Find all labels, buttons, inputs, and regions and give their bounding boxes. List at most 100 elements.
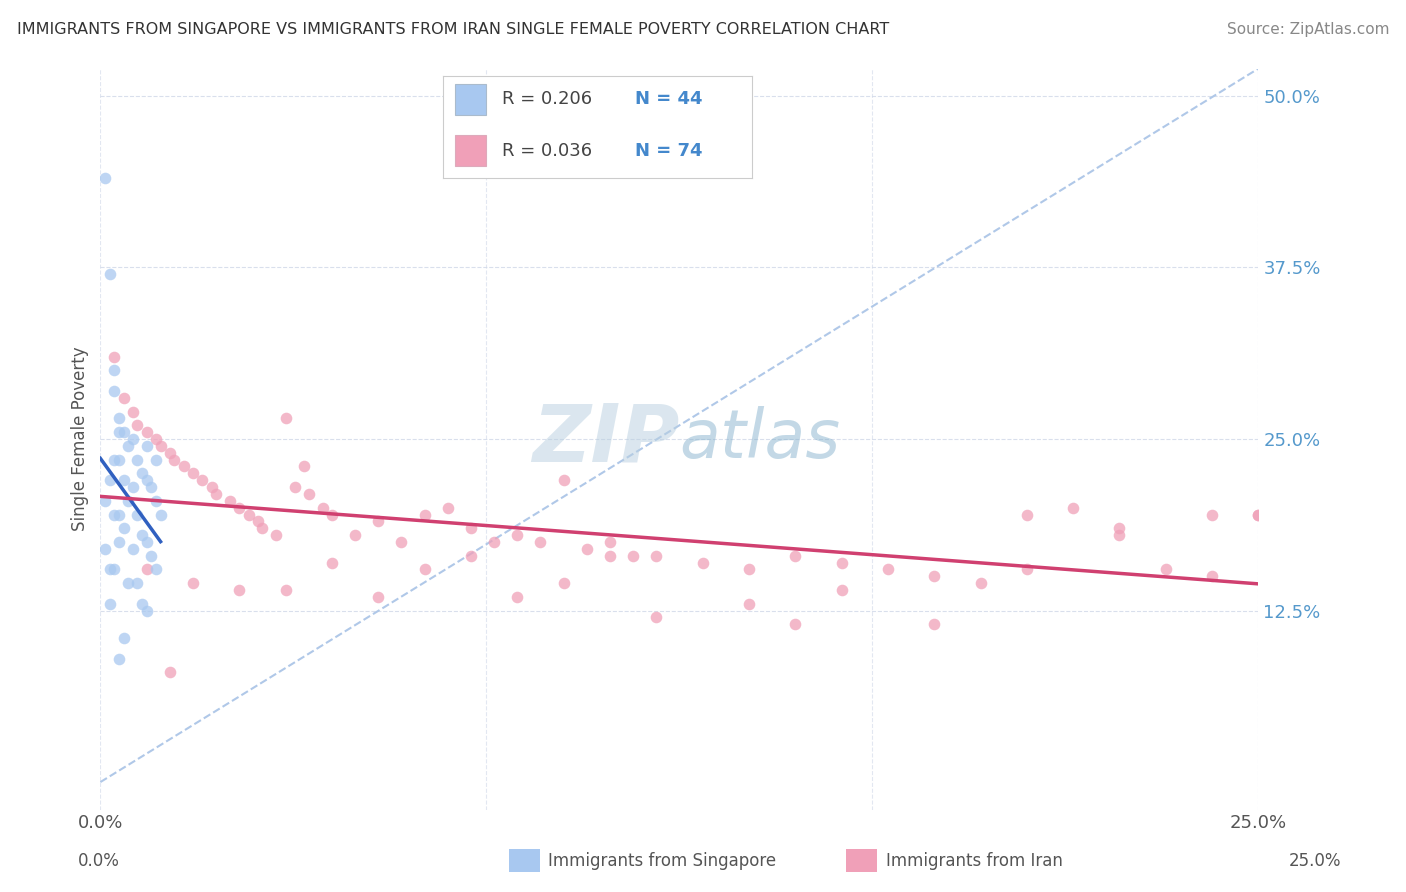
Point xyxy=(181,467,204,481)
Point xyxy=(553,473,575,487)
Point xyxy=(575,541,598,556)
Point xyxy=(284,480,307,494)
Point xyxy=(149,508,172,522)
Point xyxy=(108,411,131,425)
Point xyxy=(121,404,143,418)
Point xyxy=(321,508,343,522)
Point xyxy=(460,521,482,535)
Point xyxy=(506,590,529,604)
Point xyxy=(159,665,181,680)
Point xyxy=(103,508,125,522)
Text: 0.0%: 0.0% xyxy=(77,852,120,870)
Point xyxy=(103,384,125,398)
Point xyxy=(112,425,135,439)
Point xyxy=(200,480,222,494)
Point xyxy=(108,651,131,665)
Point xyxy=(131,467,153,481)
Point xyxy=(831,582,853,597)
Point xyxy=(599,549,621,563)
Point xyxy=(108,425,131,439)
Point xyxy=(506,528,529,542)
Point xyxy=(131,528,153,542)
Point xyxy=(1247,508,1270,522)
Point xyxy=(367,514,389,528)
Point xyxy=(159,446,181,460)
Point xyxy=(292,459,315,474)
Point xyxy=(112,473,135,487)
Text: Immigrants from Iran: Immigrants from Iran xyxy=(886,852,1063,870)
Text: R = 0.206: R = 0.206 xyxy=(502,90,592,109)
Point xyxy=(135,562,157,576)
Point xyxy=(108,452,131,467)
Point xyxy=(1201,508,1223,522)
Point xyxy=(94,541,117,556)
Y-axis label: Single Female Poverty: Single Female Poverty xyxy=(72,347,89,532)
Point xyxy=(1108,528,1130,542)
Point xyxy=(645,610,668,624)
Point xyxy=(98,562,121,576)
Point xyxy=(219,493,242,508)
Text: atlas: atlas xyxy=(679,406,841,472)
Point xyxy=(135,535,157,549)
Point xyxy=(436,500,458,515)
Point xyxy=(321,556,343,570)
Point xyxy=(266,528,288,542)
Point xyxy=(141,480,163,494)
Point xyxy=(1201,569,1223,583)
Point xyxy=(127,508,149,522)
Point xyxy=(121,432,143,446)
Point xyxy=(135,439,157,453)
Point xyxy=(621,549,644,563)
Point xyxy=(98,473,121,487)
Point xyxy=(103,363,125,377)
Point xyxy=(117,493,139,508)
Point xyxy=(121,480,143,494)
Point xyxy=(98,268,121,282)
Point xyxy=(252,521,274,535)
Point xyxy=(108,535,131,549)
Bar xyxy=(456,136,486,166)
Point xyxy=(645,549,668,563)
Point xyxy=(785,549,807,563)
Point xyxy=(103,562,125,576)
Point xyxy=(112,391,135,405)
Point xyxy=(1015,562,1038,576)
Point xyxy=(94,171,117,186)
Point xyxy=(141,549,163,563)
Point xyxy=(112,631,135,645)
Point xyxy=(738,562,761,576)
Point xyxy=(344,528,367,542)
Point xyxy=(205,487,228,501)
Point xyxy=(131,597,153,611)
Point xyxy=(112,521,135,535)
Point xyxy=(121,541,143,556)
Point xyxy=(246,514,269,528)
Point xyxy=(181,576,204,591)
Point xyxy=(969,576,991,591)
Point xyxy=(94,493,117,508)
Text: 25.0%: 25.0% xyxy=(1288,852,1341,870)
Text: IMMIGRANTS FROM SINGAPORE VS IMMIGRANTS FROM IRAN SINGLE FEMALE POVERTY CORRELAT: IMMIGRANTS FROM SINGAPORE VS IMMIGRANTS … xyxy=(17,22,889,37)
Point xyxy=(145,452,167,467)
Point xyxy=(298,487,321,501)
Point xyxy=(228,500,250,515)
Point xyxy=(145,493,167,508)
Text: ZIP: ZIP xyxy=(531,400,679,478)
Point xyxy=(1154,562,1177,576)
Point xyxy=(135,425,157,439)
Point xyxy=(145,432,167,446)
Point xyxy=(413,508,436,522)
Point xyxy=(274,582,297,597)
Point xyxy=(312,500,335,515)
Point xyxy=(876,562,898,576)
Point xyxy=(127,452,149,467)
Point xyxy=(413,562,436,576)
Bar xyxy=(456,84,486,115)
Text: Source: ZipAtlas.com: Source: ZipAtlas.com xyxy=(1226,22,1389,37)
Point xyxy=(191,473,214,487)
Point xyxy=(163,452,186,467)
Point xyxy=(127,576,149,591)
Point xyxy=(831,556,853,570)
Point xyxy=(785,617,807,632)
Text: N = 74: N = 74 xyxy=(634,142,702,160)
